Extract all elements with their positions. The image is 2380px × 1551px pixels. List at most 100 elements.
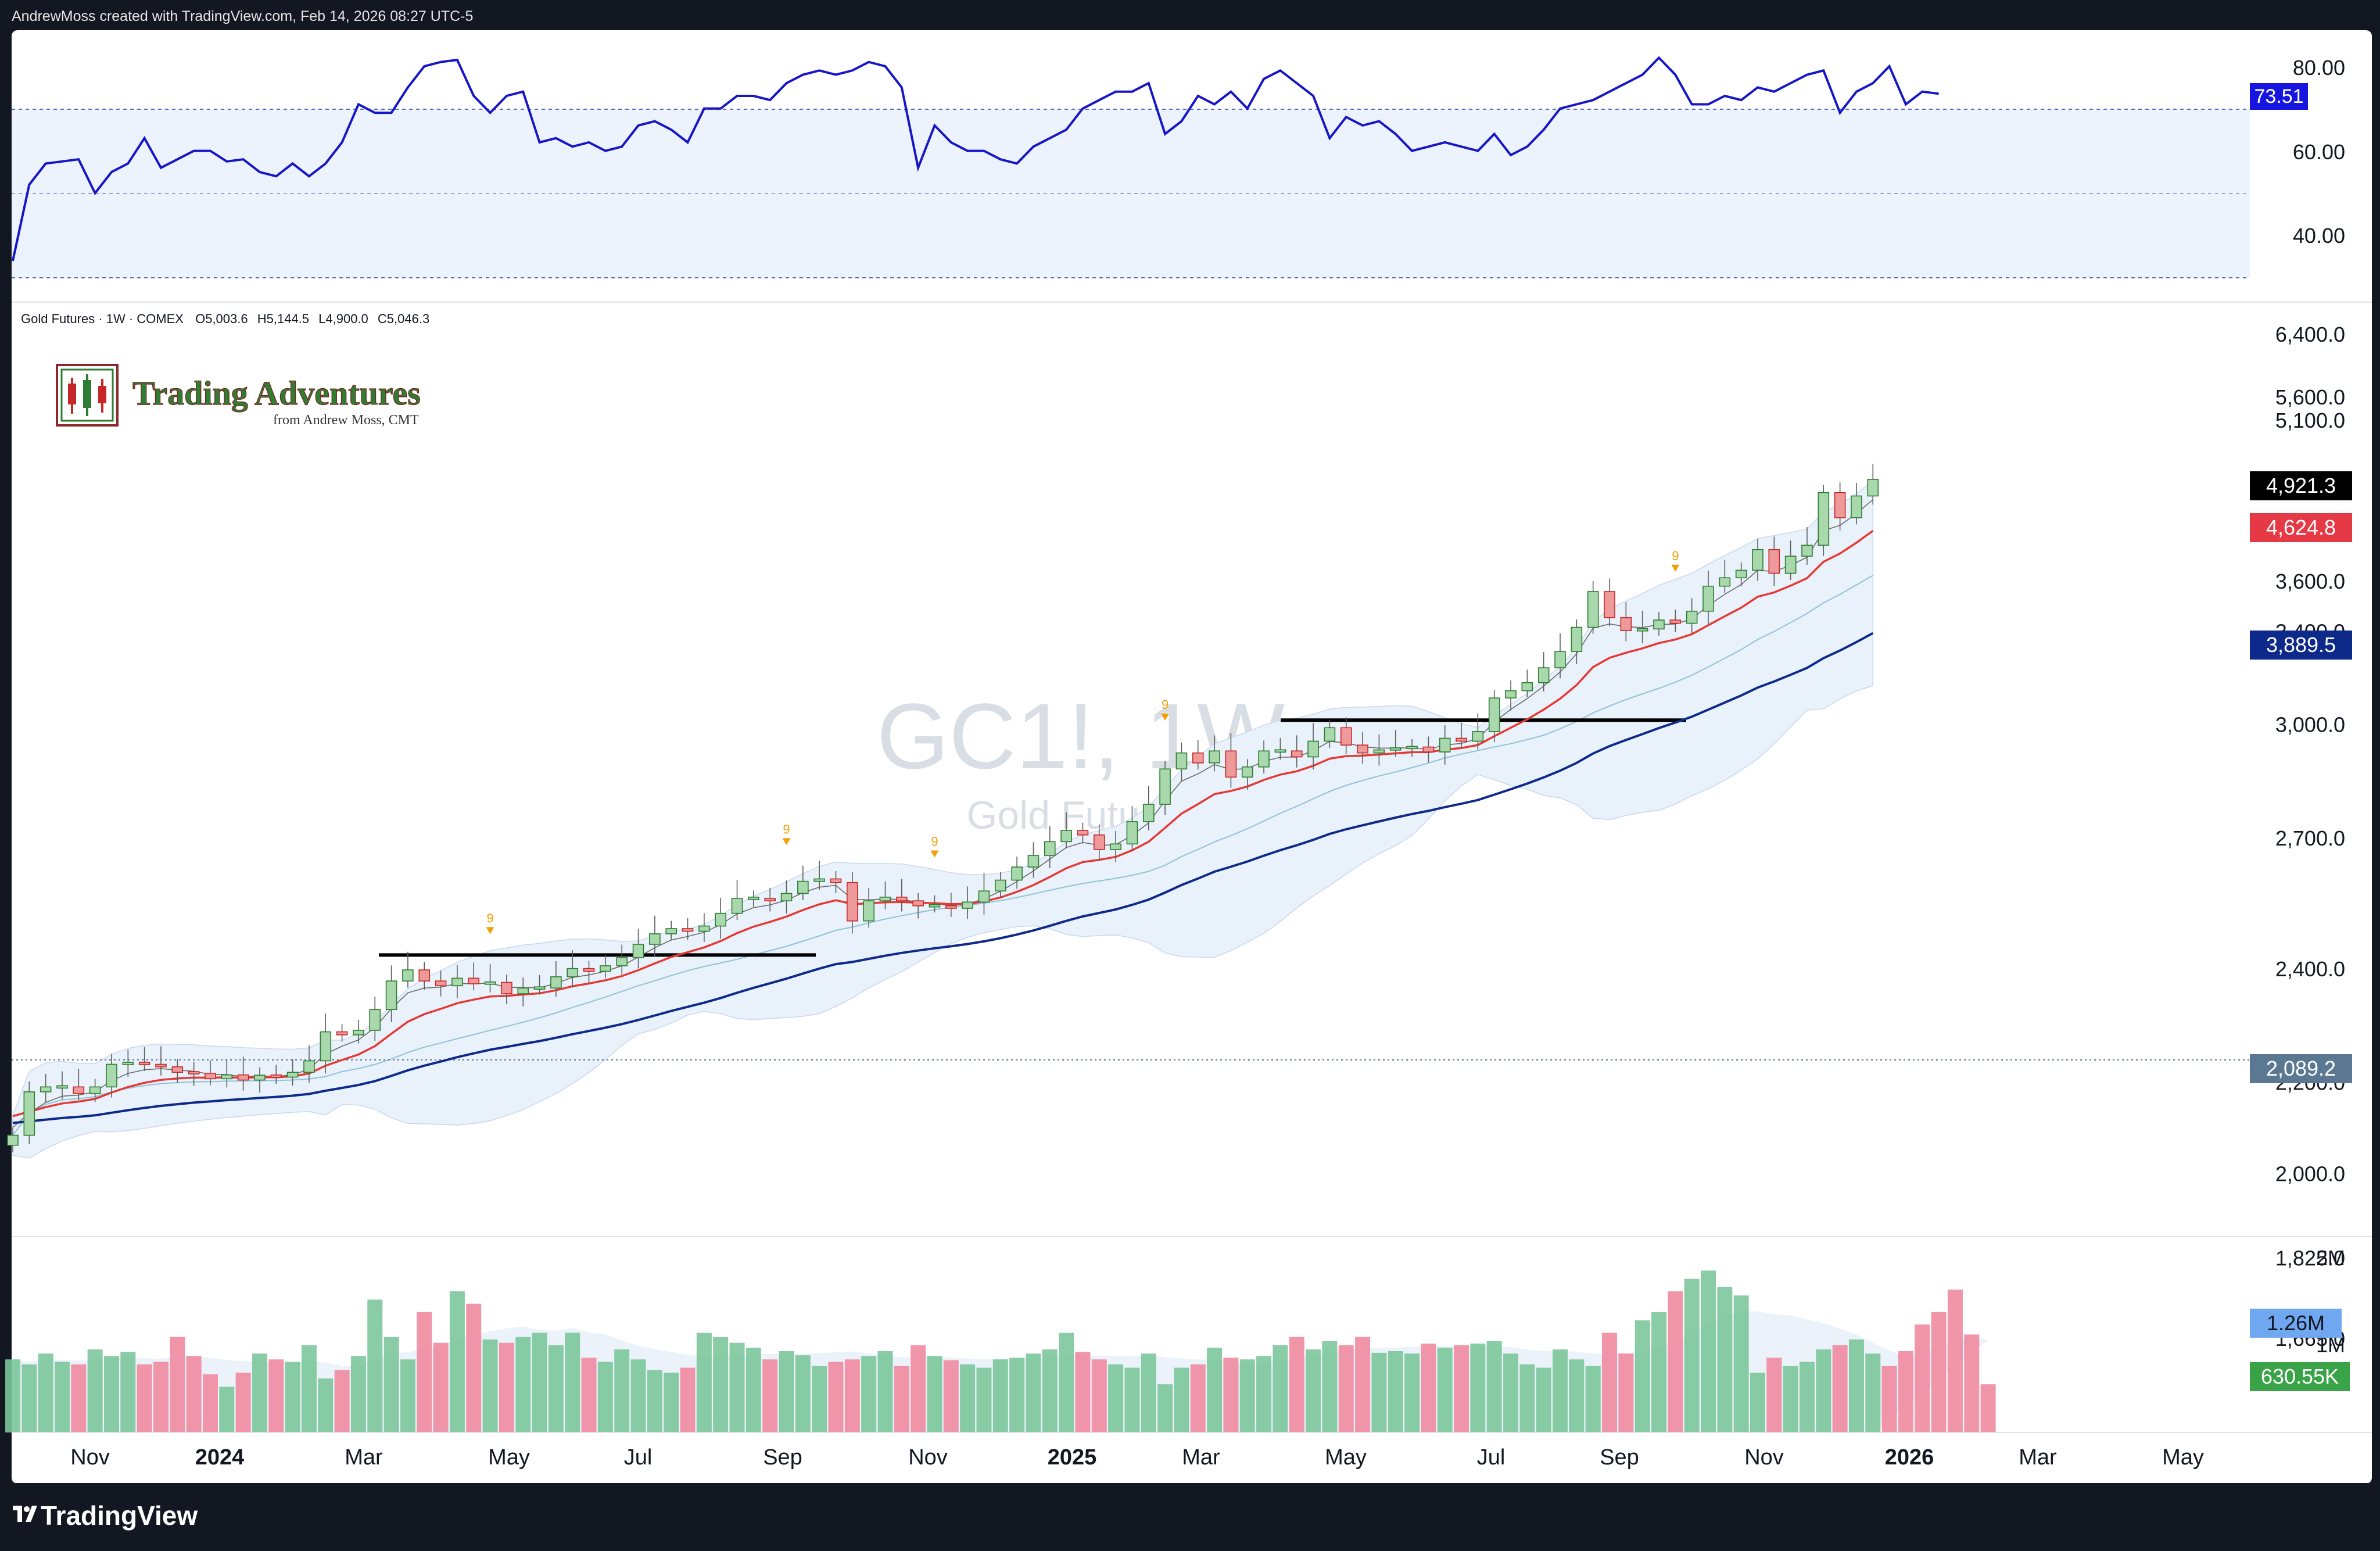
candle-body[interactable]	[221, 1074, 233, 1080]
volume-bar[interactable]	[235, 1373, 251, 1432]
volume-bar[interactable]	[1174, 1367, 1189, 1432]
candle-body[interactable]	[1192, 752, 1204, 764]
volume-bar[interactable]	[1503, 1353, 1519, 1432]
volume-bar[interactable]	[1239, 1359, 1255, 1432]
volume-bar[interactable]	[1651, 1312, 1666, 1432]
volume-bar[interactable]	[1832, 1345, 1848, 1432]
candle-body[interactable]	[649, 933, 661, 945]
candle-body[interactable]	[567, 968, 579, 977]
candle-body[interactable]	[1801, 545, 1813, 557]
volume-bar[interactable]	[1783, 1366, 1798, 1432]
volume-bar[interactable]	[71, 1364, 87, 1432]
candle-body[interactable]	[369, 1009, 381, 1031]
volume-bar[interactable]	[1668, 1291, 1683, 1432]
volume-bar[interactable]	[1766, 1357, 1782, 1432]
volume-bar[interactable]	[170, 1337, 185, 1432]
volume-bar[interactable]	[318, 1378, 334, 1432]
candle-body[interactable]	[254, 1074, 266, 1081]
volume-bar[interactable]	[565, 1333, 580, 1432]
volume-bar[interactable]	[383, 1337, 399, 1432]
candle-body[interactable]	[237, 1074, 249, 1081]
candle-body[interactable]	[1818, 492, 1830, 546]
candle-body[interactable]	[1604, 591, 1615, 618]
volume-bar[interactable]	[1273, 1345, 1288, 1432]
price-panel[interactable]: Gold Futures · 1W · COMEX O5,003.6 H5,14…	[7, 30, 2352, 1351]
volume-bar[interactable]	[1947, 1289, 1963, 1432]
candle-body[interactable]	[435, 980, 447, 987]
candle-body[interactable]	[731, 898, 743, 914]
candle-body[interactable]	[1274, 749, 1286, 753]
candle-body[interactable]	[1422, 746, 1435, 753]
volume-bar[interactable]	[927, 1356, 942, 1432]
volume-bar[interactable]	[1322, 1341, 1338, 1432]
volume-bar[interactable]	[466, 1303, 482, 1432]
volume-bar[interactable]	[1931, 1312, 1947, 1432]
volume-bar[interactable]	[515, 1337, 531, 1432]
candle-body[interactable]	[1011, 866, 1023, 881]
volume-bar[interactable]	[1635, 1320, 1650, 1432]
candle-body[interactable]	[1373, 749, 1385, 754]
candle-body[interactable]	[188, 1071, 200, 1074]
volume-bar[interactable]	[976, 1367, 992, 1432]
candle-body[interactable]	[1241, 766, 1253, 778]
candle-body[interactable]	[929, 904, 941, 908]
candle-body[interactable]	[89, 1086, 101, 1094]
volume-bar[interactable]	[1915, 1324, 1930, 1432]
candle-body[interactable]	[1587, 591, 1599, 628]
candle-body[interactable]	[501, 982, 512, 994]
volume-bar[interactable]	[219, 1387, 235, 1432]
volume-bar[interactable]	[1569, 1359, 1585, 1432]
volume-bar[interactable]	[696, 1333, 712, 1432]
candle-body[interactable]	[1126, 821, 1138, 845]
volume-bar[interactable]	[499, 1342, 514, 1432]
volume-bar[interactable]	[1042, 1349, 1058, 1432]
candle-body[interactable]	[336, 1031, 348, 1036]
candle-body[interactable]	[1209, 750, 1220, 764]
candle-body[interactable]	[1439, 737, 1451, 753]
volume-bar[interactable]	[1108, 1364, 1124, 1432]
volume-bar[interactable]	[1338, 1345, 1354, 1432]
volume-bar[interactable]	[350, 1356, 366, 1432]
candle-body[interactable]	[138, 1062, 150, 1065]
volume-bar[interactable]	[417, 1312, 432, 1432]
volume-bar[interactable]	[1799, 1362, 1815, 1432]
candle-body[interactable]	[418, 969, 431, 982]
volume-bar[interactable]	[680, 1367, 696, 1432]
volume-bar[interactable]	[1733, 1295, 1749, 1432]
candle-body[interactable]	[1291, 750, 1303, 758]
candle-body[interactable]	[780, 893, 793, 901]
candle-body[interactable]	[1752, 549, 1764, 571]
volume-bar[interactable]	[1437, 1348, 1453, 1432]
volume-bar[interactable]	[1717, 1287, 1733, 1432]
volume-bar[interactable]	[1404, 1353, 1420, 1432]
volume-bar[interactable]	[367, 1299, 383, 1432]
candle-body[interactable]	[1142, 804, 1155, 822]
volume-bar[interactable]	[433, 1342, 449, 1432]
candle-body[interactable]	[40, 1086, 52, 1092]
candle-body[interactable]	[665, 928, 677, 934]
candle-body[interactable]	[1768, 549, 1780, 574]
volume-bar[interactable]	[186, 1356, 202, 1432]
volume-bar[interactable]	[449, 1291, 465, 1432]
candle-body[interactable]	[1258, 750, 1270, 768]
volume-bar[interactable]	[38, 1353, 53, 1432]
candle-body[interactable]	[23, 1091, 35, 1136]
candle-body[interactable]	[122, 1062, 134, 1065]
candle-body[interactable]	[764, 898, 776, 901]
candle-body[interactable]	[1636, 628, 1648, 632]
candle-body[interactable]	[797, 880, 809, 894]
volume-bar[interactable]	[1421, 1344, 1436, 1432]
candle-body[interactable]	[1389, 747, 1402, 751]
x-axis[interactable]: Nov 2024 Mar May Jul Sep Nov 2025 Mar May Jul Sep No…	[70, 1445, 2204, 1470]
volume-bar[interactable]	[877, 1351, 893, 1432]
volume-bar[interactable]	[548, 1345, 564, 1432]
volume-bar[interactable]	[795, 1355, 811, 1432]
volume-bar[interactable]	[1306, 1349, 1321, 1432]
candle-body[interactable]	[1093, 834, 1105, 850]
candle-body[interactable]	[353, 1030, 364, 1036]
candle-body[interactable]	[715, 912, 726, 927]
volume-bar[interactable]	[1898, 1351, 1913, 1432]
candle-body[interactable]	[550, 976, 562, 989]
candle-body[interactable]	[1719, 577, 1731, 587]
volume-bar[interactable]	[1980, 1384, 1996, 1432]
